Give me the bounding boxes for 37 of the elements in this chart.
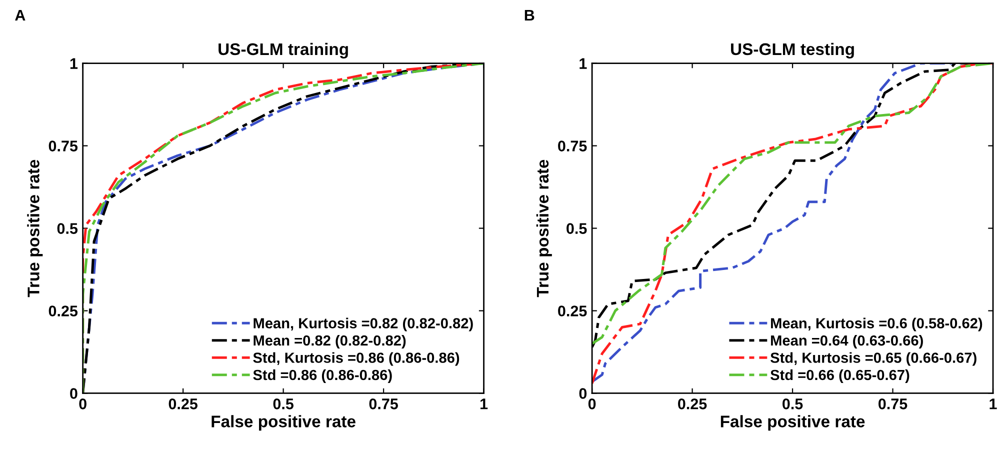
y-axis-title: True positive rate [27,160,43,298]
y-tick-label: 0.25 [48,306,78,316]
y-tick-label: 0.75 [48,140,78,152]
x-tick-label: 0 [588,398,596,410]
text: B [524,10,534,21]
x-tick-label: 0.25 [678,398,707,410]
y-tick-label: 0 [579,388,587,399]
legend-label: Std =0.86 (0.86-0.86) [253,369,392,384]
legend-label: Mean =0.64 (0.63-0.66) [771,334,923,349]
x-tick-label: 1 [480,398,488,410]
x-tick-label: 0 [79,398,86,410]
legend-label: Std, Kurtosis =0.65 (0.66-0.67) [770,352,976,366]
y-tick-label: 0 [70,388,78,399]
y-tick-label: 0.25 [558,306,587,316]
x-axis-title: False positive rate [720,415,865,431]
y-tick-label: 1 [70,58,78,69]
text: A [15,10,26,21]
y-tick-label: 1 [580,58,587,69]
legend-label: Std, Kurtosis =0.86 (0.86-0.86) [253,352,460,366]
legend-label: Mean =0.82 (0.82-0.82) [254,334,406,349]
y-tick-label: 0.5 [566,223,587,234]
legend-label: Std =0.66 (0.65-0.67) [770,369,910,384]
legend-label: Mean, Kurtosis =0.82 (0.82-0.82) [254,318,473,332]
legend-label: Mean, Kurtosis =0.6 (0.58-0.62) [771,318,982,332]
x-tick-label: 0.25 [168,398,198,410]
y-tick-label: 0.5 [57,223,78,234]
chart-title: US-GLM training [218,42,348,58]
x-tick-label: 0.75 [369,398,398,410]
x-tick-label: 0.5 [273,398,294,410]
line-series [82,63,484,394]
x-axis-title: False positive rate [212,415,356,431]
x-tick-label: 0.75 [878,398,908,410]
x-tick-label: 1 [990,398,997,410]
y-tick-label: 0.75 [558,140,587,152]
y-axis-title: True positive rate [536,160,552,298]
chart-title: US-GLM testing [731,42,854,58]
x-tick-label: 0.5 [782,398,803,410]
